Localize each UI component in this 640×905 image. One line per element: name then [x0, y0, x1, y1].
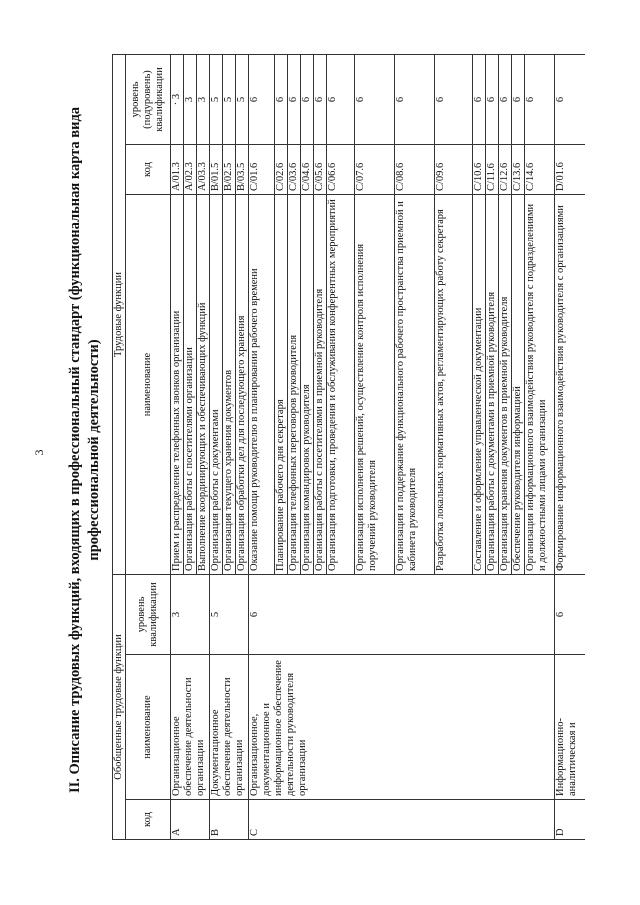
generalized-name: Информационно-аналитическая и [554, 654, 585, 800]
function-code: C/03.6 [287, 144, 301, 195]
generalized-name: Организационное обеспечение деятельности… [170, 654, 210, 800]
function-level: 3 [183, 54, 197, 145]
function-level: 3 [196, 54, 210, 145]
function-code: C/01.6 [248, 144, 275, 195]
function-level: 6 [326, 54, 355, 145]
header-labor: Трудовые функции [112, 54, 126, 575]
function-name: Организация командировок руководителя [300, 194, 314, 575]
function-name: Организация работы с документами [209, 194, 223, 575]
generalized-code: B [209, 799, 249, 840]
function-level: 6 [434, 54, 473, 145]
function-level: 6 [274, 54, 288, 145]
function-level: 5 [235, 54, 249, 145]
function-code: C/06.6 [326, 144, 355, 195]
function-code: C/07.6 [354, 144, 395, 195]
function-name: Выполнение координирующих и обеспечивающ… [196, 194, 210, 575]
function-code: C/14.6 [524, 144, 555, 195]
generalized-level: 6 [248, 574, 555, 655]
function-level: 6 [511, 54, 525, 145]
function-level: 6 [472, 54, 486, 145]
function-code: C/13.6 [511, 144, 525, 195]
function-name: Организация телефонных переговоров руков… [287, 194, 301, 575]
function-code: B/03.5 [235, 144, 249, 195]
function-code: C/12.6 [498, 144, 512, 195]
function-name: Оказание помощи руководителю в планирова… [248, 194, 275, 575]
function-level: 6 [300, 54, 314, 145]
function-name: Разработка локальных нормативных актов, … [434, 194, 473, 575]
function-name: Прием и распределение телефонных звонков… [170, 194, 184, 575]
function-name: Организация обработки дел для последующе… [235, 194, 249, 575]
function-name: Организация информационного взаимодейств… [524, 194, 555, 575]
function-level: 6 [313, 54, 327, 145]
header-level2: уровень (подуровень) квалификации [125, 54, 171, 145]
header-name: наименование [125, 654, 171, 800]
table-row: B Документационное обеспечение деятельнос… [209, 54, 249, 840]
function-level: 5 [222, 54, 236, 145]
function-level: 6 [394, 54, 435, 145]
function-code: D/01.6 [554, 144, 585, 195]
table-row: A Организационное обеспечение деятельност… [170, 54, 210, 840]
functional-map-table: Обобщенные трудовые функции Трудовые фун… [112, 54, 585, 840]
function-name: Планирование рабочего дня секретаря [274, 194, 288, 575]
function-name: Организация и поддержание функциональног… [394, 194, 435, 575]
function-code: A/02.3 [183, 144, 197, 195]
function-level: 6 [248, 54, 275, 145]
function-name: Организация текущего хранения документов [222, 194, 236, 575]
table-row: C Организационное, документационное и инф… [248, 54, 555, 840]
generalized-code: D [554, 799, 585, 840]
function-name: Организация работы с посетителями в прие… [313, 194, 327, 575]
function-level: 6 [485, 54, 499, 145]
function-code: C/10.6 [472, 144, 486, 195]
function-level: · 3 [170, 54, 184, 145]
function-name: Формирование информационного взаимодейст… [554, 194, 585, 575]
generalized-code: C [248, 799, 555, 840]
page-number: 3 [32, 449, 46, 456]
function-level: 6 [524, 54, 555, 145]
function-code: C/08.6 [394, 144, 435, 195]
function-level: 6 [498, 54, 512, 145]
generalized-name: Документационное обеспечение деятельност… [209, 654, 249, 800]
function-name: Организация работы с посетителями органи… [183, 194, 197, 575]
header-code2: код [125, 144, 171, 195]
function-code: B/02.5 [222, 144, 236, 195]
header-level: уровень квалификации [125, 574, 171, 655]
table-row: D Информационно-аналитическая и 6 Формирова… [554, 54, 585, 840]
generalized-level: 3 [170, 574, 210, 655]
function-code: C/11.6 [485, 144, 499, 195]
header-name2: наименование [125, 194, 171, 575]
generalized-level: 6 [554, 574, 585, 655]
function-code: C/02.6 [274, 144, 288, 195]
table-body: A Организационное обеспечение деятельност… [170, 54, 585, 840]
function-name: Составление и оформление управленческой … [472, 194, 486, 575]
functional-map-table-wrap: Обобщенные трудовые функции Трудовые фун… [112, 54, 585, 840]
function-code: B/01.5 [209, 144, 223, 195]
generalized-code: A [170, 799, 210, 840]
function-level: 6 [287, 54, 301, 145]
function-level: 6 [554, 54, 585, 145]
function-name: Организация исполнения решений, осуществ… [354, 194, 395, 575]
function-code: C/04.6 [300, 144, 314, 195]
function-code: C/05.6 [313, 144, 327, 195]
function-name: Организация работы с документами в прием… [485, 194, 499, 575]
function-name: Организация подготовки, проведения и обс… [326, 194, 355, 575]
function-name: Организация хранения документов в приемн… [498, 194, 512, 575]
section-title: II. Описание трудовых функций, входящих … [66, 35, 104, 865]
function-code: A/01.3 [170, 144, 184, 195]
function-name: Обеспечение руководителя информацией [511, 194, 525, 575]
title-line-2: профессиональной деятельности) [86, 339, 102, 561]
function-level: 6 [354, 54, 395, 145]
function-code: C/09.6 [434, 144, 473, 195]
header-code: код [125, 799, 171, 840]
function-level: 5 [209, 54, 223, 145]
function-code: A/03.3 [196, 144, 210, 195]
generalized-name: Организационное, документационное и инфо… [248, 654, 555, 800]
header-generalized: Обобщенные трудовые функции [112, 574, 126, 840]
title-line-1: II. Описание трудовых функций, входящих … [67, 106, 83, 794]
generalized-level: 5 [209, 574, 249, 655]
